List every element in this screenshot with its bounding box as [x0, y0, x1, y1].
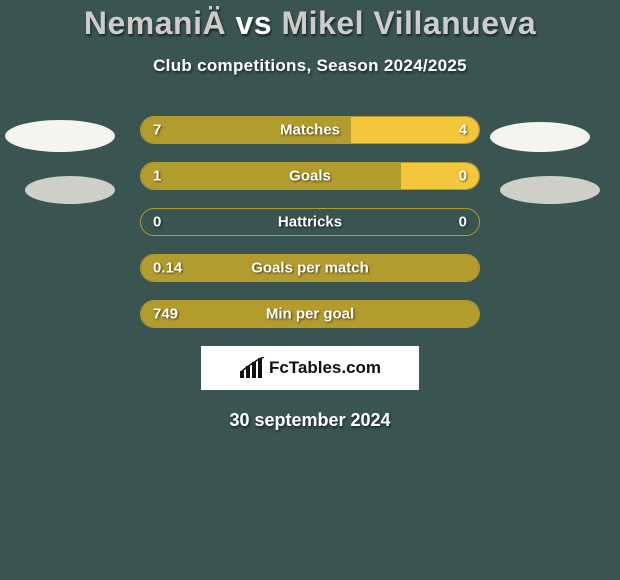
stat-value-right: 0	[459, 214, 467, 231]
page-title: NemaniÄ vs Mikel Villanueva	[0, 5, 620, 42]
decorative-ellipse	[490, 122, 590, 152]
stat-value-left: 7	[153, 122, 161, 139]
stat-value-left: 0	[153, 214, 161, 231]
logo-text: FcTables.com	[269, 358, 381, 378]
stat-row: Goals per match 0.14	[140, 254, 480, 282]
stat-label: Goals	[289, 168, 331, 185]
stat-value-right: 4	[459, 122, 467, 139]
player1-name: NemaniÄ	[84, 5, 226, 41]
stat-fill-left	[141, 163, 401, 189]
vs-text: vs	[235, 5, 272, 41]
stat-label: Hattricks	[278, 214, 342, 231]
stat-row: Goals 1 0	[140, 162, 480, 190]
stat-value-right: 0	[459, 168, 467, 185]
logo-inner: FcTables.com	[239, 357, 381, 379]
stat-row: Min per goal 749	[140, 300, 480, 328]
stat-label: Min per goal	[266, 306, 354, 323]
stat-row: Matches 7 4	[140, 116, 480, 144]
stat-label: Matches	[280, 122, 340, 139]
player2-name: Mikel Villanueva	[281, 5, 536, 41]
logo-box: FcTables.com	[201, 346, 419, 390]
stat-fill-right	[401, 163, 479, 189]
date-text: 30 september 2024	[0, 410, 620, 431]
decorative-ellipse	[25, 176, 115, 204]
stat-label: Goals per match	[251, 260, 369, 277]
decorative-ellipse	[5, 120, 115, 152]
stats-rows: Matches 7 4 Goals 1 0 Hattricks 0 0 Goals per mat…	[140, 116, 480, 328]
decorative-ellipse	[500, 176, 600, 204]
stat-value-left: 0.14	[153, 260, 182, 277]
bars-icon	[239, 357, 265, 379]
stat-row: Hattricks 0 0	[140, 208, 480, 236]
main-container: NemaniÄ vs Mikel Villanueva Club competi…	[0, 0, 620, 431]
stat-value-left: 749	[153, 306, 178, 323]
subtitle: Club competitions, Season 2024/2025	[0, 56, 620, 76]
stat-value-left: 1	[153, 168, 161, 185]
